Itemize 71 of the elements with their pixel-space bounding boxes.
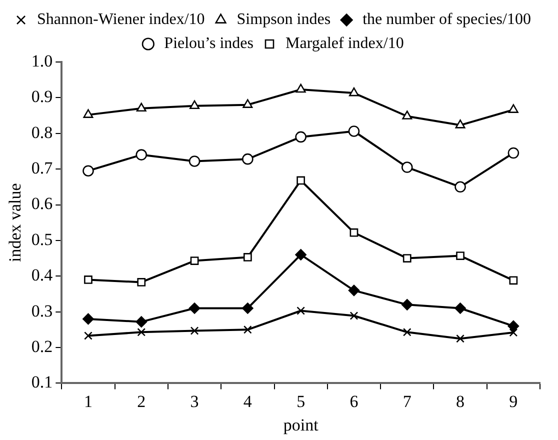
y-tick-label: 0.8 <box>31 122 53 142</box>
x-tick-label: 1 <box>84 392 92 411</box>
point <box>84 276 92 284</box>
point <box>350 312 358 320</box>
point <box>350 228 358 237</box>
x-tick-label: 3 <box>190 392 199 411</box>
point <box>509 276 518 285</box>
point <box>188 302 200 314</box>
point <box>402 110 412 120</box>
point <box>136 149 148 160</box>
y-axis-title: index value <box>6 183 25 262</box>
point <box>348 87 359 96</box>
y-tick-label: 1.0 <box>31 51 53 70</box>
point <box>137 328 146 336</box>
point <box>295 249 306 260</box>
y-tick-label: 0.5 <box>31 230 53 249</box>
point <box>188 156 200 167</box>
y-tick-label: 0.6 <box>31 194 53 214</box>
point <box>242 99 253 108</box>
point <box>401 299 413 310</box>
point <box>137 278 146 286</box>
legend-label: the number of species/100 <box>362 11 531 28</box>
point <box>296 84 306 93</box>
x-tick-label: 9 <box>509 392 518 411</box>
x-tick-label: 7 <box>402 392 412 411</box>
point <box>190 100 200 110</box>
point <box>136 102 146 112</box>
point <box>82 165 94 176</box>
x-axis-title: point <box>283 415 319 434</box>
legend-label: Pielou’s indes <box>164 35 254 52</box>
point <box>243 253 252 262</box>
x-tick-label: 2 <box>137 392 146 411</box>
point <box>296 306 306 315</box>
legend-label: Margalef index/10 <box>286 35 404 52</box>
point <box>348 126 360 137</box>
legend-label: Simpson indes <box>236 11 331 28</box>
point <box>455 120 466 128</box>
point <box>84 332 92 340</box>
point <box>508 104 518 113</box>
point <box>83 109 94 118</box>
point <box>508 147 520 159</box>
point <box>242 153 254 165</box>
point <box>190 326 199 335</box>
y-tick-label: 0.3 <box>31 301 53 320</box>
x-tick-label: 8 <box>456 392 465 411</box>
point <box>295 131 306 143</box>
legend-label: Shannon-Wiener index/10 <box>37 11 205 28</box>
point <box>243 325 252 334</box>
point <box>242 302 254 314</box>
point <box>456 252 464 260</box>
x-tick-label: 4 <box>243 392 252 411</box>
point <box>401 162 413 173</box>
y-tick-label: 0.4 <box>31 266 54 285</box>
y-tick-label: 0.9 <box>31 87 53 106</box>
point <box>508 320 520 332</box>
point <box>454 181 466 193</box>
x-tick-label: 6 <box>350 392 358 411</box>
point <box>296 176 306 185</box>
x-tick-label: 5 <box>296 392 306 411</box>
y-tick-label: 0.1 <box>31 372 53 392</box>
y-tick-label: 0.7 <box>31 158 54 178</box>
point <box>509 328 518 337</box>
point <box>82 313 94 325</box>
point <box>348 284 360 296</box>
point <box>456 334 464 343</box>
point <box>402 328 412 336</box>
y-tick-label: 0.2 <box>31 336 53 356</box>
point <box>190 256 199 265</box>
point <box>136 316 148 328</box>
point <box>402 254 412 262</box>
point <box>454 302 466 314</box>
